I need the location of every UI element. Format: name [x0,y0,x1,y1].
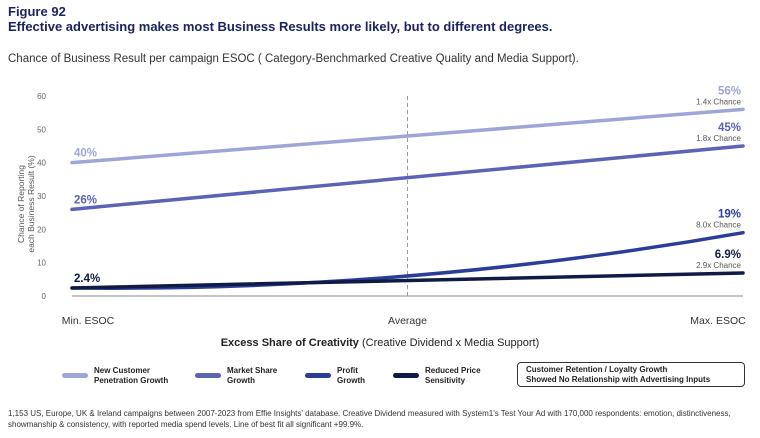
legend-swatch [62,373,88,378]
chart-subtitle: Chance of Business Result per campaign E… [8,53,579,65]
legend-label: Market Share Growth [227,366,278,385]
legend-note-line1: Customer Retention / Loyalty Growth [526,365,668,374]
series-end-label: 19% [718,209,741,221]
y-tick-label: 20 [37,225,46,234]
series-end-label: 45% [718,122,741,134]
legend-label: Profit Growth [337,366,365,385]
series-chance-label: 8.0x Chance [696,221,741,230]
series-chance-label: 1.4x Chance [696,97,741,106]
x-tick-label: Average [388,315,427,327]
series-line [70,144,745,212]
y-tick-label: 10 [37,259,46,268]
legend-note-line2: Showed No Relationship with Advertising … [526,375,711,384]
y-tick-label: 60 [37,92,46,101]
x-tick-label: Max. ESOC [690,315,746,327]
legend-note-box: Customer Retention / Loyalty Growth Show… [517,362,745,387]
series-start-label: 40% [74,148,97,160]
series-line [70,271,745,290]
legend-swatch [305,373,331,378]
series-end-label: 56% [718,85,741,97]
legend-swatch [195,373,221,378]
legend-label: New Customer Penetration Growth [94,366,169,385]
x-tick-label: Min. ESOC [62,315,115,327]
legend-swatch [393,373,419,378]
line-chart: 0 10 20 30 40 50 60 Min. ESOC Average Max. ESOC Ex… [16,85,746,349]
x-axis-title: Excess Share of Creativity (Creative Div… [221,337,540,349]
y-tick-label: 50 [37,125,46,134]
figure-label: Figure 92 [8,4,66,19]
series-chance-label: 2.9x Chance [696,261,741,270]
y-axis-title: Chance of Reportingeach Business Result … [16,155,36,252]
legend-label: Reduced Price Sensitivity [425,366,481,385]
series-start-label: 2.4% [74,273,100,285]
y-tick-label: 0 [42,292,47,301]
y-tick-label: 40 [37,159,46,168]
y-tick-label: 30 [37,192,46,201]
series-chance-label: 1.8x Chance [696,134,741,143]
series-start-label: 26% [74,194,97,206]
series-line [70,107,745,165]
footnote: 1,153 US, Europe, UK & Ireland campaigns… [8,409,731,429]
series-line [70,230,745,290]
chart-title: Effective advertising makes most Busines… [8,19,553,34]
legend: New Customer Penetration Growth Market Sh… [0,360,760,390]
series-end-label: 6.9% [715,249,741,261]
